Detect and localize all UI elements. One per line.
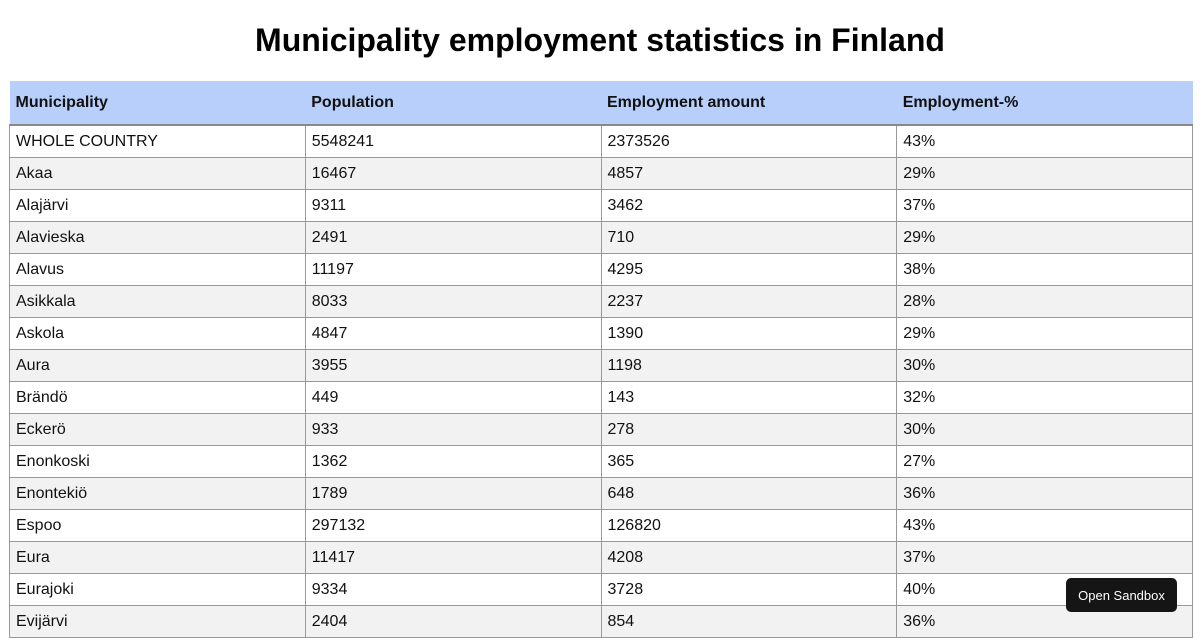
table-cell: 1789	[304, 477, 602, 510]
table-cell: 4295	[600, 253, 898, 286]
table-cell: Asikkala	[9, 285, 306, 318]
table-cell: 36%	[896, 477, 1193, 510]
table-cell: Evijärvi	[9, 605, 306, 638]
table-cell: Eurajoki	[9, 573, 306, 606]
table-cell: 4208	[600, 541, 898, 574]
table-cell: 28%	[896, 285, 1193, 318]
column-header: Employment amount	[601, 81, 897, 126]
table-row: Eckerö 933 278 30%	[9, 413, 1193, 446]
table-row: Alajärvi 9311 3462 37%	[9, 189, 1193, 222]
table-cell: WHOLE COUNTRY	[9, 124, 306, 158]
table-cell: 30%	[896, 349, 1193, 382]
table-cell: 37%	[896, 189, 1193, 222]
table-cell: 9334	[304, 573, 602, 606]
table-row: Enonkoski 1362 365 27%	[9, 445, 1193, 478]
stats-table: Municipality Population Employment amount E…	[9, 81, 1193, 638]
table-cell: 43%	[896, 509, 1193, 542]
table-cell: Akaa	[9, 157, 306, 190]
table-row: Brändö 449 143 32%	[9, 381, 1193, 414]
table-cell: 3728	[600, 573, 898, 606]
table-cell: 1390	[600, 317, 898, 350]
table-cell: 854	[600, 605, 898, 638]
table-cell: 43%	[896, 124, 1193, 158]
table-cell: 9311	[304, 189, 602, 222]
table-cell: 4847	[304, 317, 602, 350]
table-cell: 449	[304, 381, 602, 414]
table-cell: 3462	[600, 189, 898, 222]
table-cell: 2404	[304, 605, 602, 638]
table-row: Aura 3955 1198 30%	[9, 349, 1193, 382]
table-row: WHOLE COUNTRY 5548241 2373526 43%	[9, 124, 1193, 158]
table-cell: 8033	[304, 285, 602, 318]
table-row: Asikkala 8033 2237 28%	[9, 285, 1193, 318]
table-cell: 648	[600, 477, 898, 510]
table-body: WHOLE COUNTRY 5548241 2373526 43% Akaa 16467 4…	[9, 124, 1193, 638]
table-cell: 38%	[896, 253, 1193, 286]
table-cell: 2491	[304, 221, 602, 254]
table-cell: Enontekiö	[9, 477, 306, 510]
table-cell: Alavus	[9, 253, 306, 286]
table-cell: Alavieska	[9, 221, 306, 254]
table-cell: 37%	[896, 541, 1193, 574]
table-cell: 2237	[600, 285, 898, 318]
table-cell: 365	[600, 445, 898, 478]
table-cell: Alajärvi	[9, 189, 306, 222]
table-row: Akaa 16467 4857 29%	[9, 157, 1193, 190]
column-header: Employment-%	[896, 81, 1193, 126]
table-cell: 29%	[896, 317, 1193, 350]
table-cell: 4857	[600, 157, 898, 190]
table-cell: 143	[600, 381, 898, 414]
table-cell: 29%	[896, 221, 1193, 254]
table-cell: Aura	[9, 349, 306, 382]
table-cell: 11197	[304, 253, 602, 286]
table-cell: 29%	[896, 157, 1193, 190]
table-cell: Enonkoski	[9, 445, 306, 478]
table-cell: 11417	[304, 541, 602, 574]
table-cell: 933	[304, 413, 602, 446]
table-row: Eurajoki 9334 3728 40%	[9, 573, 1193, 606]
table-cell: 16467	[304, 157, 602, 190]
table-cell: 27%	[896, 445, 1193, 478]
table-row: Alavieska 2491 710 29%	[9, 221, 1193, 254]
column-header: Municipality	[9, 81, 306, 126]
table-cell: 2373526	[600, 124, 898, 158]
table-row: Evijärvi 2404 854 36%	[9, 605, 1193, 638]
table-row: Eura 11417 4208 37%	[9, 541, 1193, 574]
page-title: Municipality employment statistics in Fi…	[255, 22, 945, 58]
table-cell: 297132	[304, 509, 602, 542]
table-cell: Eura	[9, 541, 306, 574]
table-cell: 32%	[896, 381, 1193, 414]
table-cell: 1198	[600, 349, 898, 382]
table-row: Enontekiö 1789 648 36%	[9, 477, 1193, 510]
table-row: Espoo 297132 126820 43%	[9, 509, 1193, 542]
table-cell: Brändö	[9, 381, 306, 414]
header-row: Municipality Population Employment amount E…	[9, 81, 1193, 126]
table-row: Askola 4847 1390 29%	[9, 317, 1193, 350]
table-row: Alavus 11197 4295 38%	[9, 253, 1193, 286]
table-cell: 30%	[896, 413, 1193, 446]
column-header: Population	[305, 81, 601, 126]
table-cell: 1362	[304, 445, 602, 478]
table-cell: Askola	[9, 317, 306, 350]
table-cell: 278	[600, 413, 898, 446]
open-sandbox-button[interactable]: Open Sandbox	[1066, 578, 1177, 612]
table-cell: 5548241	[304, 124, 602, 158]
table-cell: 3955	[304, 349, 602, 382]
table-cell: Espoo	[9, 509, 306, 542]
table-cell: 710	[600, 221, 898, 254]
table-cell: 126820	[600, 509, 898, 542]
table-cell: Eckerö	[9, 413, 306, 446]
